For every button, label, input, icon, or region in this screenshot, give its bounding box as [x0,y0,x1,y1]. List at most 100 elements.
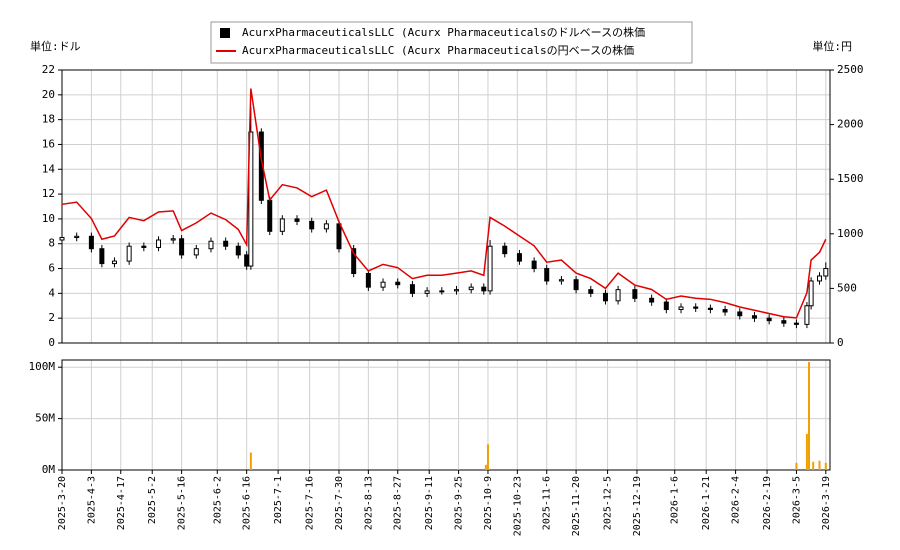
candle-body [193,248,199,256]
candle-body [395,281,401,286]
volume-bar [808,362,811,470]
x-tick-label: 2025-10-9 [483,476,494,530]
x-tick-label: 2025-7-16 [305,476,316,530]
x-tick-label: 2025-6-16 [242,476,253,530]
y-tick-label: 2 [48,311,55,324]
y2-tick-label: 1500 [837,172,864,185]
price-line [61,88,827,319]
volume-bar [249,452,252,470]
x-tick-label: 2026-3-19 [821,476,832,530]
candle-body [751,315,757,319]
candle-body [602,292,608,302]
candle-body [808,280,814,307]
candle-body [649,297,655,303]
volume-bar [795,462,798,470]
legend-box [210,21,693,64]
y-tick-label: 20 [42,88,55,101]
candle-body [487,245,493,292]
x-tick-label: 2026-2-4 [731,476,742,524]
x-tick-label: 2025-12-19 [632,476,643,536]
unit-left: 単位:ドル [30,39,81,53]
x-tick-label: 2026-1-21 [701,476,712,530]
candle-body [531,260,537,270]
candle-body [693,306,699,309]
y2-tick-label: 2000 [837,118,864,131]
candle-body [223,240,229,247]
x-tick-label: 2025-8-13 [363,476,374,530]
candle-body [365,273,371,288]
y-tick-label: 0 [48,336,55,349]
x-tick-label: 2026-3-5 [791,476,802,524]
unit-right: 単位:円 [812,39,852,53]
y2-tick-label: 0 [837,336,844,349]
y-tick-label: 12 [42,187,55,200]
candle-body [248,131,254,267]
candle-body [208,240,214,250]
candle-body [380,281,386,288]
y-tick-label: 10 [42,212,55,225]
x-tick-label: 2025-6-2 [212,476,223,524]
volume-tick-label: 50M [35,412,55,425]
y-tick-label: 6 [48,262,55,275]
candle-body [59,237,65,241]
x-tick-label: 2025-8-27 [393,476,404,530]
candle-body [439,290,445,293]
candle-body [409,284,415,294]
candle-body [737,311,743,317]
candle-body [817,275,823,282]
candle-body [453,289,459,292]
y-tick-label: 8 [48,237,55,250]
candle-body [516,253,522,262]
candle-body [615,289,621,302]
x-tick-label: 2025-7-30 [334,476,345,530]
candle-body [804,305,810,325]
candle-body [823,268,829,277]
x-tick-label: 2025-7-1 [273,476,284,524]
candle-body [267,199,273,232]
candle-body [678,306,684,310]
x-tick-label: 2025-5-16 [177,476,188,530]
candle-body [502,245,508,255]
candle-body [279,218,285,232]
x-tick-label: 2025-9-25 [454,476,465,530]
x-tick-label: 2025-12-5 [603,476,614,530]
candle-body [88,235,94,250]
y-tick-label: 14 [42,162,56,175]
legend-label: AcurxPharmaceuticalsLLC (Acurx Pharmaceu… [242,43,634,57]
candle-body [111,260,117,265]
candle-body [468,286,474,291]
candle-body [558,279,564,282]
candle-body [351,248,357,275]
y2-tick-label: 2500 [837,63,864,76]
y2-tick-label: 500 [837,281,857,294]
candle-body [336,223,342,250]
candle-body [781,320,787,324]
y-tick-label: 4 [48,286,55,299]
volume-bar [812,461,815,470]
candle-body [544,268,550,282]
candle-body [588,289,594,294]
candle-body [235,245,241,256]
x-tick-label: 2025-10-23 [512,476,523,536]
candle-body [481,286,487,292]
volume-frame [61,359,831,471]
y-tick-label: 22 [42,63,55,76]
y-tick-label: 16 [42,137,55,150]
volume-bar [484,464,487,470]
x-tick-label: 2025-3-20 [57,476,68,530]
candle-body [424,290,430,294]
volume-bar [457,468,460,470]
candle-body [323,223,329,230]
candle-body [141,245,147,248]
x-tick-label: 2025-9-11 [424,476,435,530]
volume-tick-label: 100M [29,360,56,373]
legend-label: AcurxPharmaceuticalsLLC (Acurx Pharmaceu… [242,25,645,39]
y-tick-label: 18 [42,113,55,126]
candle-body [573,279,579,291]
x-tick-label: 2025-11-20 [571,476,582,536]
candle-body [170,238,176,241]
candle-body [156,239,162,248]
x-tick-label: 2025-4-3 [86,476,97,524]
candle-body [766,317,772,322]
